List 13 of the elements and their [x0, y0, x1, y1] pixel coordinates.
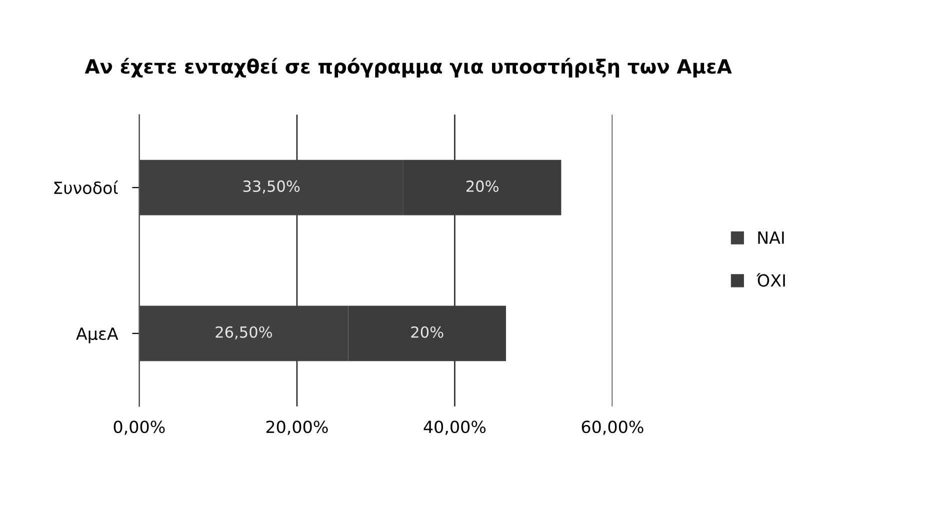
data-label: 20% — [466, 180, 498, 192]
legend-label: ΌΧΙ — [756, 273, 785, 287]
data-label: 20% — [411, 326, 444, 338]
legend-label: ΝΑΙ — [758, 232, 784, 244]
y-tick-label: Συνοδοί — [54, 180, 118, 194]
x-tick-label: 60,00% — [582, 420, 644, 435]
x-tick-label: 20,00% — [266, 420, 328, 435]
y-tick-label: ΑμεΑ — [76, 328, 118, 344]
chart-title: Αν έχετε ενταχθεί σε πρόγραμμα για υποστήριξη των ΑμεΑ — [84, 58, 732, 78]
data-label: 33,50% — [243, 180, 300, 194]
x-tick-label: 40,00% — [424, 420, 486, 435]
data-label: 26,50% — [216, 326, 272, 340]
x-tick-label: 0,00% — [114, 420, 165, 435]
